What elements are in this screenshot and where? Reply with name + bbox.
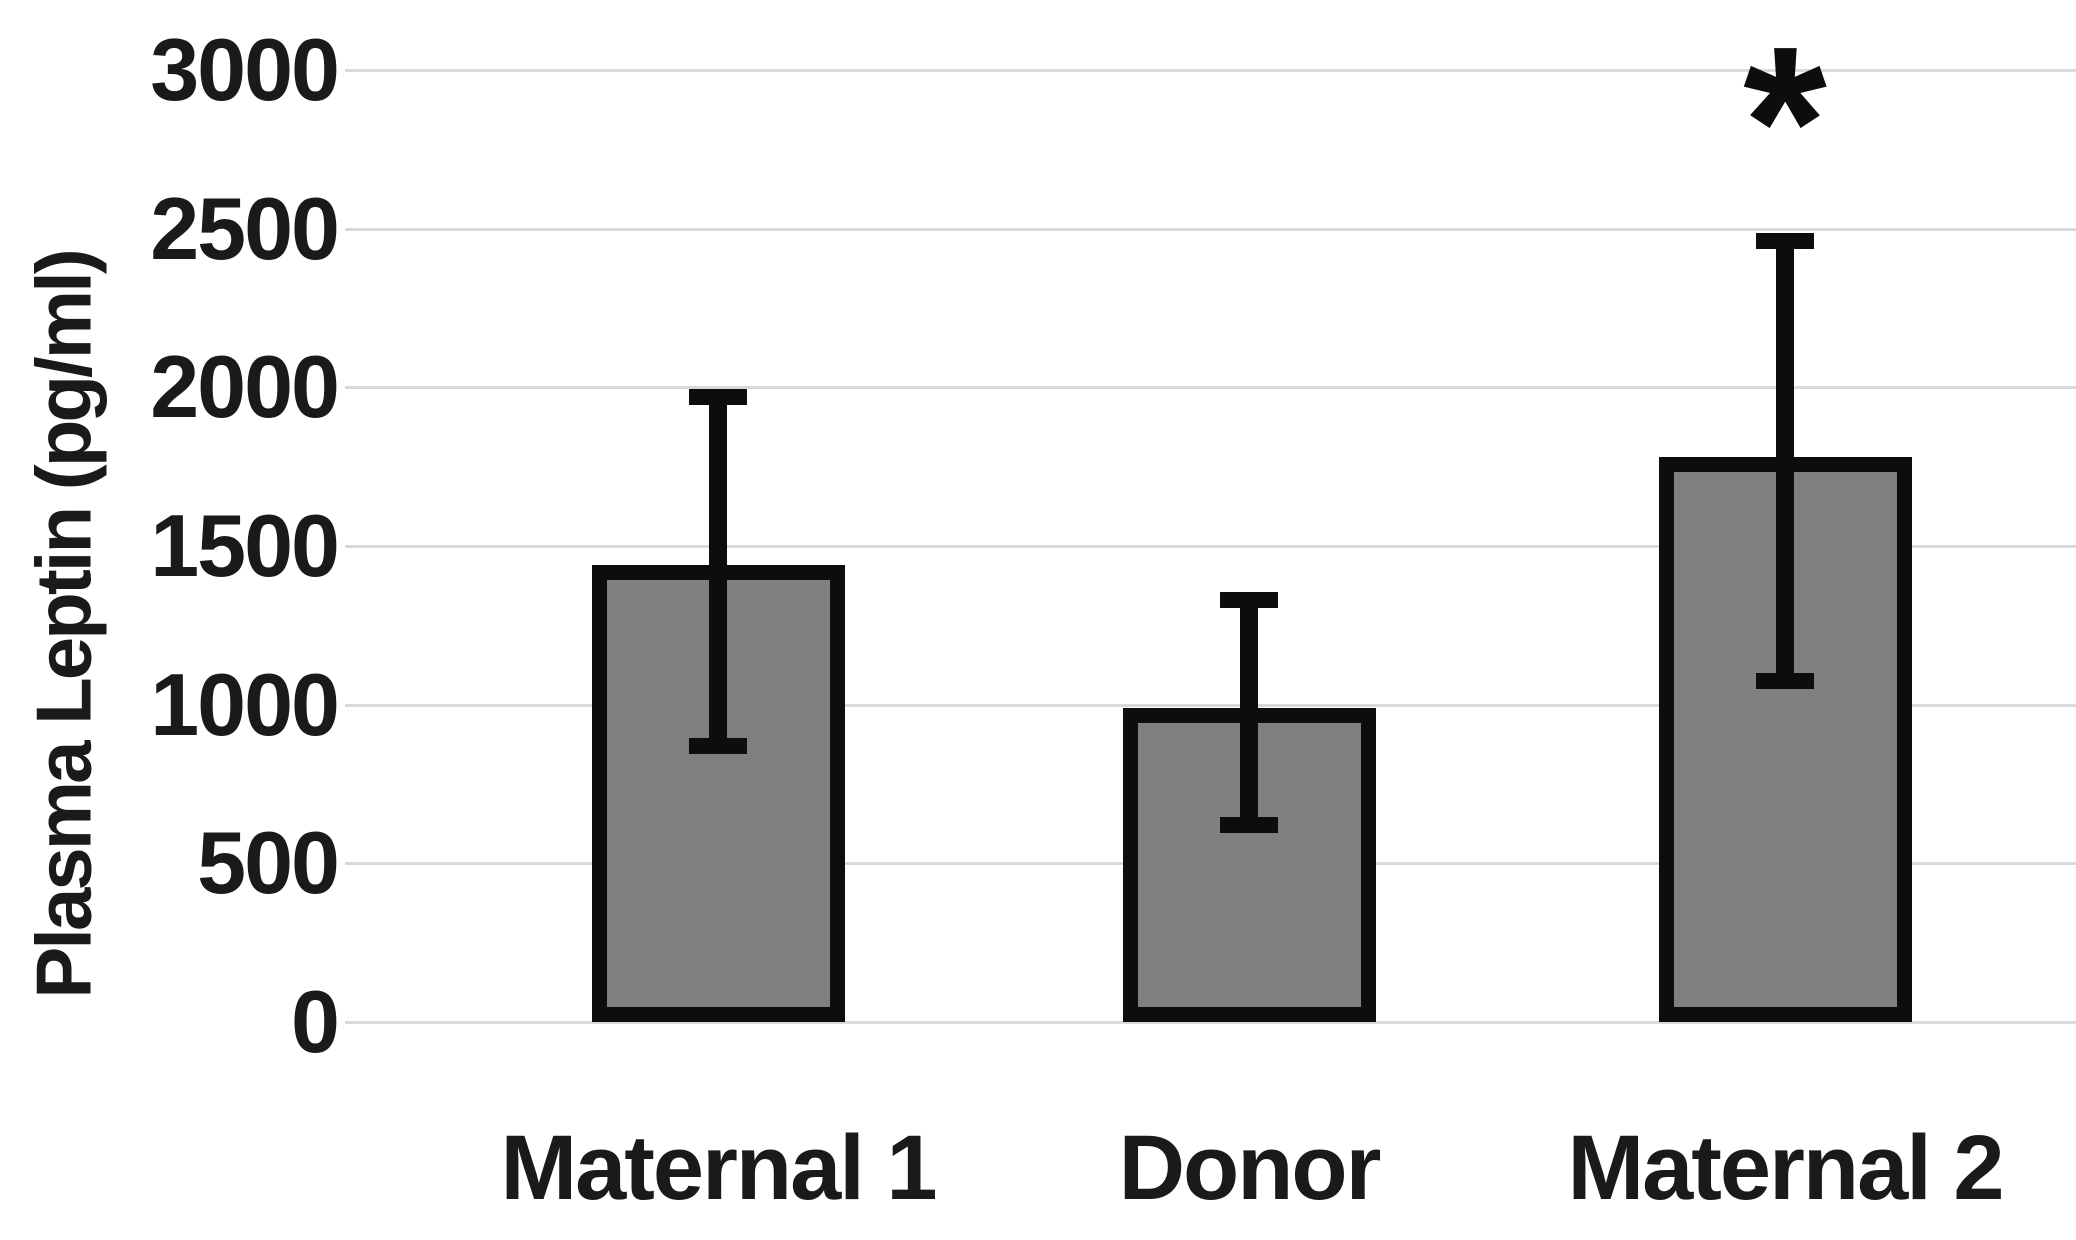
x-axis-label-maternal-1: Maternal 1 <box>500 1117 937 1219</box>
x-axis-label-donor: Donor <box>1118 1117 1382 1219</box>
gridline-1500 <box>345 545 2076 548</box>
gridline-0 <box>345 1021 2076 1024</box>
y-tick-label-2500: 2500 <box>150 178 340 278</box>
x-axis-label-maternal-2: Maternal 2 <box>1567 1117 2004 1219</box>
gridline-3000 <box>345 69 2076 72</box>
gridline-2000 <box>345 386 2076 390</box>
gridline-1000 <box>345 703 2076 707</box>
error-cap-bottom-maternal-2 <box>1756 672 1814 689</box>
y-tick-label-2000: 2000 <box>150 337 340 437</box>
error-bar-maternal-1 <box>709 396 727 746</box>
gridline-2500 <box>345 227 2076 231</box>
y-tick-label-3000: 3000 <box>150 20 340 119</box>
y-tick-label-0: 0 <box>291 972 340 1071</box>
error-bar-maternal-2 <box>1776 241 1794 681</box>
y-tick-label-1500: 1500 <box>150 496 340 595</box>
error-bar-donor <box>1240 599 1258 826</box>
error-cap-bottom-maternal-1 <box>689 737 747 754</box>
y-axis-title: Plasma Leptin (pg/ml) <box>19 251 108 999</box>
significance-asterisk: * <box>1743 1 1827 242</box>
y-tick-label-500: 500 <box>197 813 340 913</box>
error-cap-top-donor <box>1220 591 1278 608</box>
error-cap-top-maternal-1 <box>689 388 747 405</box>
error-cap-bottom-donor <box>1220 817 1278 834</box>
error-cap-top-maternal-2 <box>1756 233 1814 250</box>
y-tick-label-1000: 1000 <box>150 654 340 754</box>
